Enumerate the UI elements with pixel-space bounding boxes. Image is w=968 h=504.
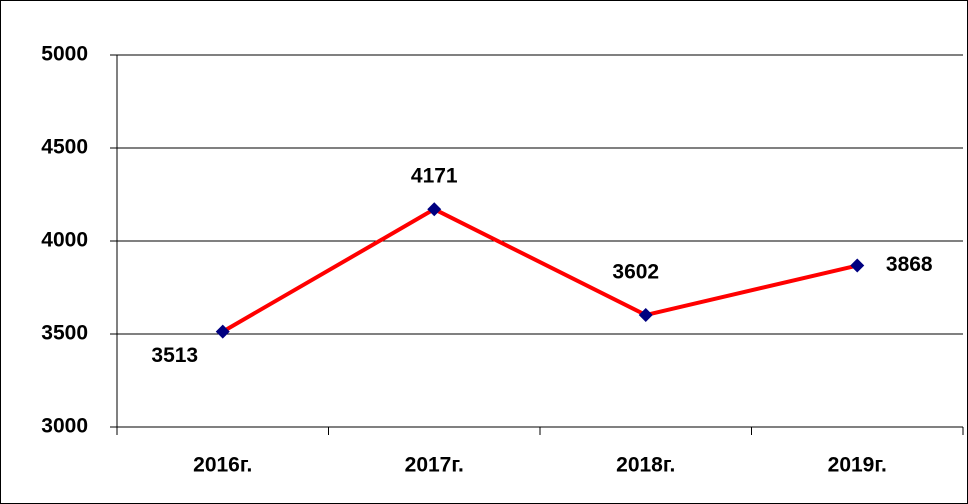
data-label: 4171 xyxy=(411,165,458,188)
y-tick-label: 5000 xyxy=(41,43,88,66)
data-label: 3868 xyxy=(886,253,933,276)
x-tick-label: 2018г. xyxy=(616,454,675,477)
marker xyxy=(638,308,653,323)
y-tick-label: 3000 xyxy=(41,415,88,438)
data-label: 3513 xyxy=(151,344,198,367)
marker xyxy=(215,324,230,339)
line xyxy=(221,206,858,334)
x-tick-label: 2019г. xyxy=(828,454,887,477)
x-tick-label: 2016г. xyxy=(193,454,252,477)
y-tick-label: 4000 xyxy=(41,229,88,252)
y-tick-label: 4500 xyxy=(41,136,88,159)
x-tick-label: 2017г. xyxy=(405,454,464,477)
data-label: 3602 xyxy=(612,261,659,284)
y-tick-label: 3500 xyxy=(41,322,88,345)
marker xyxy=(850,258,865,273)
marker xyxy=(427,202,442,217)
